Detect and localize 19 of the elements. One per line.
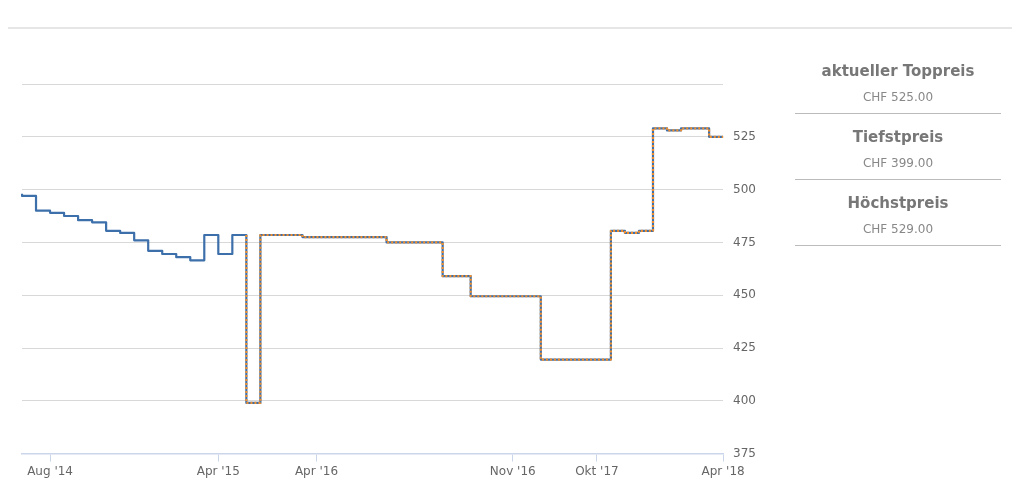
text: CHF 399.00 [795, 156, 1001, 180]
text: CHF 525.00 [795, 90, 1001, 114]
y-tick-label: 400 [733, 392, 756, 407]
x-tick-label: Nov '16 [489, 463, 536, 478]
x-tick-label: Okt '17 [575, 463, 619, 478]
x-tick-label: Apr '15 [196, 463, 240, 478]
y-tick-label: 500 [733, 181, 756, 196]
text: Tiefstpreis [851, 127, 945, 146]
text: CHF 529.00 [795, 222, 1001, 246]
y-tick-label: 475 [733, 234, 756, 249]
y-tick-label: 375 [733, 445, 756, 460]
x-tick-label: Apr '18 [701, 463, 745, 478]
y-tick-label: 525 [733, 128, 756, 143]
x-tick-label: Apr '16 [294, 463, 339, 478]
text: aktueller Toppreis [820, 61, 976, 80]
y-tick-label: 450 [733, 287, 756, 302]
x-tick-label: Aug '14 [27, 463, 73, 478]
y-tick-label: 425 [733, 340, 756, 355]
text: Höchstpreis [846, 193, 950, 212]
